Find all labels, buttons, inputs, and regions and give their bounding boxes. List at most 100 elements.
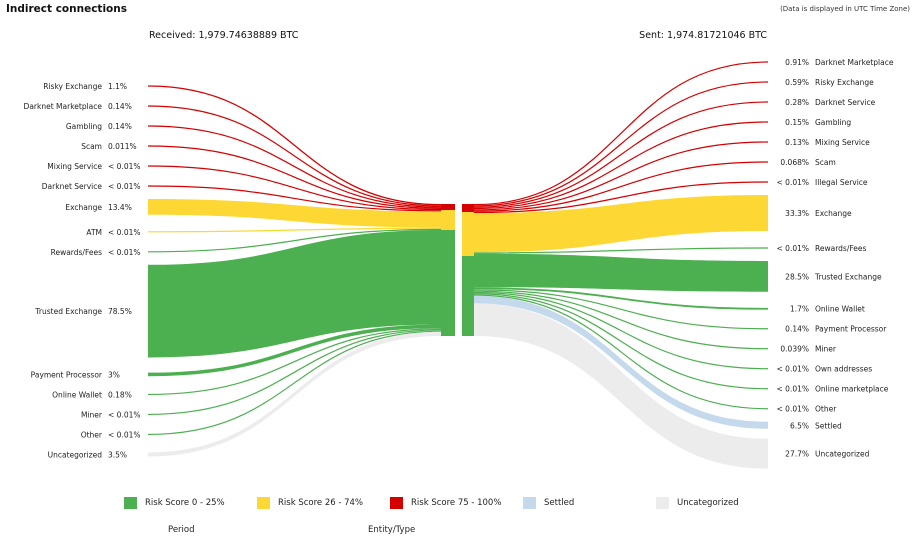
legend-swatch-high [390,497,403,509]
sent-pct-6: < 0.01% [777,178,810,187]
left-flow-line-1 [147,105,442,207]
legend-swatch-settled [523,497,536,509]
left-flow-2 [147,125,442,208]
legend-item-low[interactable]: Risk Score 0 - 25% [124,497,225,509]
received-node [441,204,455,336]
sankey-diagram: Risky Exchange 1.1% Darknet Marketplace 0.1… [24,58,894,469]
sent-pct-12: 0.039% [780,345,809,354]
right-flow-2 [473,101,769,208]
right-flow-13 [473,291,769,370]
right-flow-0 [473,61,769,206]
sent-pct-16: 6.5% [790,421,809,430]
sent-label-7: Exchange [815,209,852,218]
received-label-11: Online Wallet [52,390,102,399]
received-label-2: Gambling [66,122,102,131]
right-flow-4 [473,141,769,211]
received-label-3: Scam [81,142,102,151]
sent-pct-13: < 0.01% [777,365,810,374]
right-flow-line-15 [473,294,769,410]
left-flow-14 [148,331,441,457]
received-pct-10: 3% [108,370,120,379]
left-flow-10 [148,324,441,377]
sent-label-6: Illegal Service [815,178,868,187]
sent-pct-3: 0.15% [785,118,809,127]
right-flow-11 [473,289,769,330]
received-label-6: Exchange [65,203,102,212]
left-flow-6 [148,199,441,228]
right-flow-line-10 [473,287,769,310]
sent-pct-15: < 0.01% [777,405,810,414]
right-flow-band-16 [474,295,768,429]
sent-pct-7: 33.3% [785,209,809,218]
sent-label-13: Own addresses [815,365,872,374]
right-flow-10 [473,287,769,310]
right-flow-9 [474,253,768,292]
left-flow-7 [147,227,442,233]
left-flow-band-9 [148,230,441,358]
right-flow-band-17 [474,303,768,469]
received-label-4: Mixing Service [47,162,102,171]
right-flow-17 [474,303,768,469]
received-node-medium [441,210,455,230]
sent-label-2: Darknet Service [815,98,876,107]
legend-label-medium: Risk Score 26 - 74% [278,498,364,508]
legend-label-high: Risk Score 75 - 100% [411,498,502,508]
received-node-high [441,204,455,210]
received-pct-7: < 0.01% [108,228,141,237]
legend-item-uncategorized[interactable]: Uncategorized [656,497,739,509]
sent-pct-8: < 0.01% [777,244,810,253]
right-flow-line-5 [473,161,769,212]
right-flow-5 [473,161,769,212]
sent-label-17: Uncategorized [815,450,870,459]
right-flow-line-0 [473,61,769,206]
received-label-13: Other [81,430,103,439]
received-pct-2: 0.14% [108,122,132,131]
right-flow-1 [473,81,769,207]
right-flow-7 [474,195,768,253]
right-flow-6 [473,181,769,214]
legend-item-high[interactable]: Risk Score 75 - 100% [390,497,501,509]
sent-pct-9: 28.5% [785,272,809,281]
sent-total: Sent: 1,974.81721046 BTC [639,30,767,41]
sent-label-11: Payment Processor [815,325,887,334]
sent-label-3: Gambling [815,118,851,127]
left-flow-9 [148,230,441,358]
left-flow-band-6 [148,199,441,228]
right-flow-line-4 [473,141,769,211]
received-pct-1: 0.14% [108,102,132,111]
received-pct-12: < 0.01% [108,410,141,419]
received-label-5: Darknet Service [42,182,103,191]
right-flow-14 [473,293,769,390]
right-flow-line-6 [473,181,769,214]
received-label-9: Trusted Exchange [34,307,102,316]
left-flow-13 [147,330,442,436]
sent-pct-17: 27.7% [785,450,809,459]
received-label-8: Rewards/Fees [51,248,102,257]
legend: Risk Score 0 - 25% Risk Score 26 - 74% R… [0,497,915,513]
right-flow-line-1 [473,81,769,207]
received-label-1: Darknet Marketplace [24,102,103,111]
sent-label-9: Trusted Exchange [814,272,882,281]
right-flow-3 [473,121,769,210]
sent-pct-2: 0.28% [785,98,809,107]
left-flow-line-8 [147,228,442,253]
right-flow-8 [473,247,769,254]
received-label-12: Miner [81,410,103,419]
legend-swatch-low [124,497,137,509]
timezone-note: (Data is displayed in UTC Time Zone) [780,5,910,13]
legend-item-settled[interactable]: Settled [523,497,574,509]
sent-label-12: Miner [815,345,837,354]
page-title: Indirect connections [6,3,127,15]
left-flow-8 [147,228,442,253]
period-label: Period [168,525,195,535]
left-flow-band-14 [148,331,441,457]
left-flow-line-7 [147,227,442,233]
sent-label-0: Darknet Marketplace [815,58,894,67]
right-flow-band-9 [474,253,768,292]
legend-swatch-medium [257,497,270,509]
right-flow-15 [473,294,769,410]
legend-item-medium[interactable]: Risk Score 26 - 74% [257,497,363,509]
right-flow-line-2 [473,101,769,208]
left-flow-band-10 [148,324,441,377]
left-flow-line-11 [147,328,442,396]
